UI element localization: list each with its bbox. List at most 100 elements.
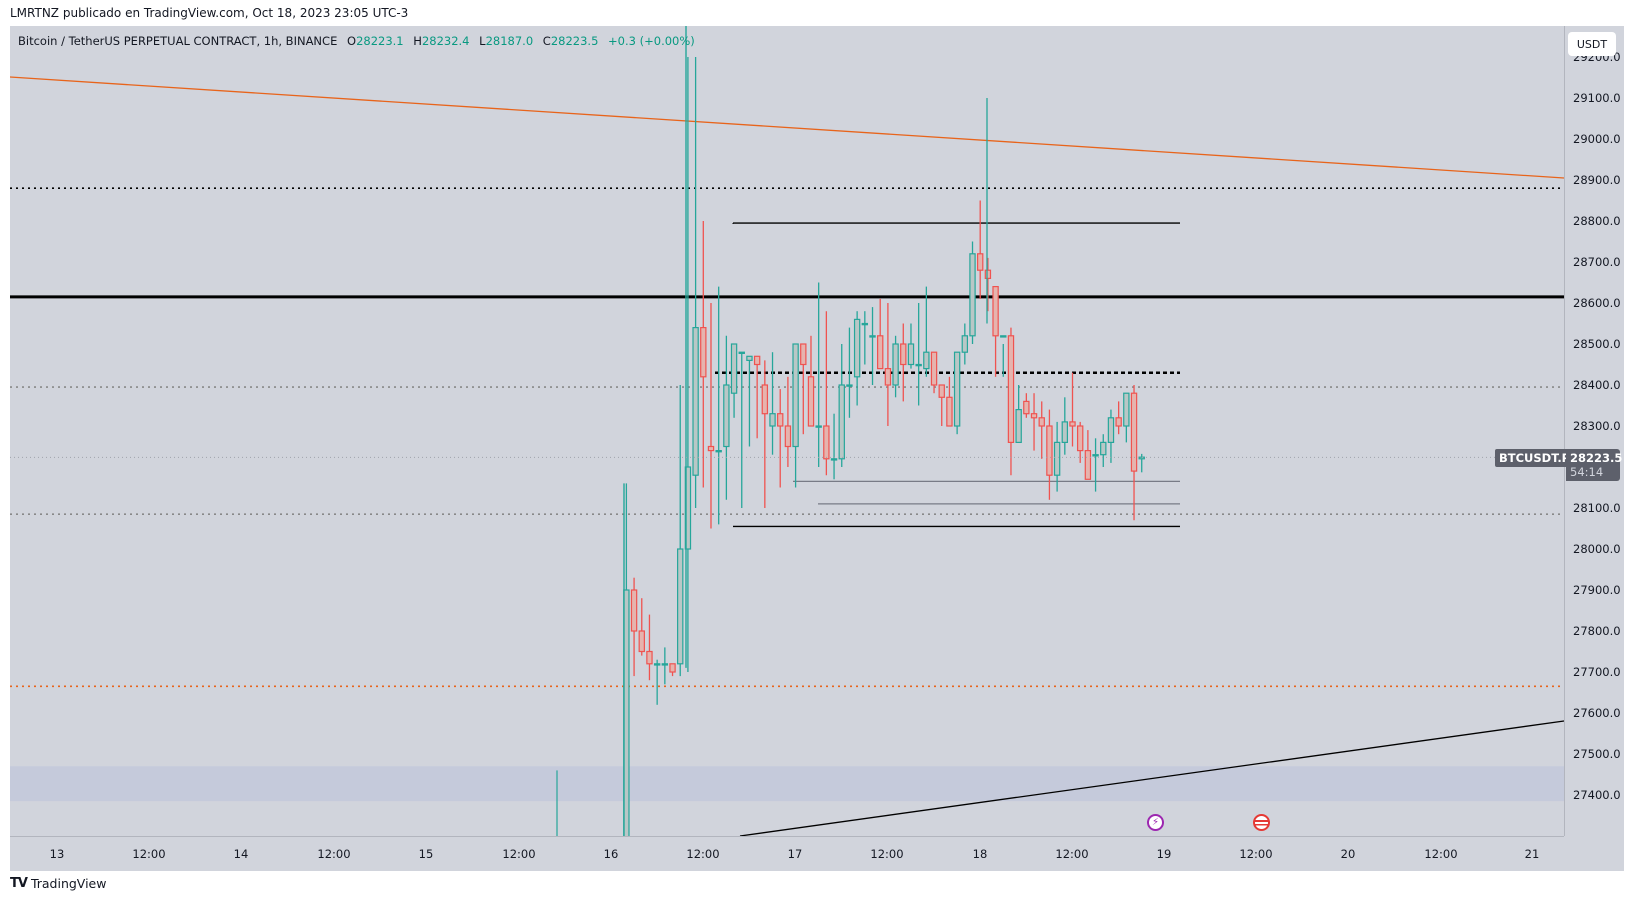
bull-candle — [915, 363, 922, 367]
bull-candle — [738, 351, 745, 355]
trendline — [10, 76, 1564, 179]
bear-candle — [700, 327, 707, 378]
change-value: +0.3 (+0.00%) — [608, 34, 695, 48]
last-price-badge: 28223.5 54:14 — [1566, 449, 1622, 481]
bull-candle — [692, 327, 699, 476]
bull-candle — [907, 343, 915, 366]
footer-branding: TV TradingView — [10, 876, 106, 891]
bull-candle — [1061, 421, 1069, 443]
bear-candle — [1069, 421, 1076, 427]
candlestick-chart[interactable] — [10, 26, 1564, 836]
bear-candle — [1115, 417, 1122, 427]
price-tick: 28800.0 — [1573, 214, 1621, 228]
price-tick: 28700.0 — [1573, 255, 1621, 269]
bear-candle — [900, 343, 907, 366]
chart-frame — [10, 26, 1624, 871]
bolt-event-icon[interactable]: ⚡ — [1147, 814, 1164, 831]
bull-candle — [715, 450, 722, 453]
bull-candle — [861, 322, 869, 326]
price-axis[interactable]: 29200.0 29100.0 29000.0 28900.0 28800.0 28700… — [1564, 26, 1625, 836]
bull-candle — [1123, 392, 1130, 427]
bull-candle — [846, 384, 853, 387]
brand-name: TradingView — [30, 876, 107, 891]
time-tick: 12:00 — [870, 847, 904, 861]
time-tick: 12:00 — [686, 847, 720, 861]
bull-candle — [1015, 409, 1022, 444]
bear-candle — [630, 589, 638, 632]
bull-candle — [892, 343, 899, 386]
bear-candle — [1076, 425, 1084, 452]
time-axis[interactable]: 13 12:00 14 12:00 15 12:00 16 12:00 17 12:00 18 12:… — [10, 836, 1564, 871]
bear-candle — [1023, 400, 1030, 415]
bull-candle — [1092, 454, 1099, 457]
bull-candle — [869, 335, 876, 338]
bull-candle — [746, 355, 753, 361]
bear-candle — [1038, 417, 1045, 427]
price-tick: 29000.0 — [1573, 132, 1621, 146]
bear-candle — [976, 253, 984, 271]
bear-candle — [1084, 450, 1092, 480]
price-tick: 28600.0 — [1573, 296, 1621, 310]
chart-pane[interactable] — [10, 26, 1564, 836]
us-flag-event-icon[interactable] — [1253, 814, 1270, 831]
bear-candle — [707, 445, 715, 452]
time-tick: 12:00 — [132, 847, 166, 861]
bear-candle — [1030, 413, 1038, 419]
symbol-price-badge: BTCUSDT.P — [1495, 449, 1575, 467]
bear-candle — [884, 368, 892, 386]
bear-candle — [1130, 392, 1138, 472]
time-tick: 15 — [418, 847, 434, 861]
bear-candle — [946, 396, 953, 427]
time-tick: 12:00 — [1424, 847, 1458, 861]
high-value: 28232.4 — [421, 34, 470, 48]
time-tick: 12:00 — [1239, 847, 1273, 861]
time-tick: 16 — [603, 847, 619, 861]
bear-candle — [638, 630, 645, 653]
symbol-title[interactable]: Bitcoin / TetherUS PERPETUAL CONTRACT, 1… — [18, 34, 338, 48]
bear-candle — [984, 269, 992, 279]
currency-button[interactable]: USDT — [1568, 32, 1616, 56]
time-tick: 20 — [1340, 847, 1356, 861]
bull-candle — [769, 413, 776, 427]
price-tick: 27500.0 — [1573, 747, 1621, 761]
bull-candle — [923, 351, 930, 370]
bear-candle — [992, 286, 999, 337]
price-tick: 28100.0 — [1573, 501, 1621, 515]
bull-candle — [677, 548, 684, 665]
price-tick: 27400.0 — [1573, 788, 1621, 802]
bull-candle — [853, 318, 861, 378]
symbol-legend: Bitcoin / TetherUS PERPETUAL CONTRACT, 1… — [18, 34, 695, 48]
bear-candle — [823, 425, 830, 460]
bar-countdown: 54:14 — [1570, 465, 1604, 479]
bear-candle — [1007, 335, 1015, 443]
time-tick: 14 — [233, 847, 249, 861]
time-tick: 13 — [49, 847, 65, 861]
time-tick: 19 — [1156, 847, 1172, 861]
bear-candle — [669, 663, 676, 673]
time-tick: 12:00 — [317, 847, 351, 861]
bear-candle — [930, 351, 938, 386]
bear-candle — [1046, 425, 1053, 476]
close-value: 28223.5 — [550, 34, 599, 48]
bull-candle — [961, 335, 969, 353]
time-tick: 12:00 — [1055, 847, 1089, 861]
low-value: 28187.0 — [485, 34, 534, 48]
bear-candle — [807, 376, 815, 427]
price-tick: 28400.0 — [1573, 378, 1621, 392]
bear-candle — [938, 384, 945, 398]
bull-candle — [815, 425, 822, 428]
time-tick: 21 — [1524, 847, 1540, 861]
trendline — [739, 720, 1564, 836]
bear-candle — [753, 355, 761, 366]
bull-candle — [730, 343, 738, 394]
bear-candle — [646, 650, 653, 665]
bull-candle — [1100, 441, 1107, 456]
price-tick: 28500.0 — [1573, 337, 1621, 351]
time-tick: 12:00 — [502, 847, 536, 861]
bull-candle — [723, 384, 730, 448]
open-value: 28223.1 — [356, 34, 404, 48]
bull-candle — [838, 384, 845, 460]
bear-candle — [761, 384, 769, 415]
bull-candle — [1000, 335, 1007, 338]
time-tick: 17 — [787, 847, 803, 861]
